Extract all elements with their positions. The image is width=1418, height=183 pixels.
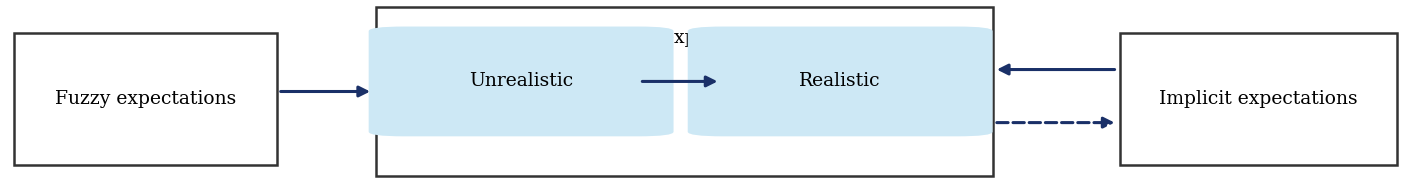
Text: Fuzzy expectations: Fuzzy expectations [55, 90, 235, 108]
FancyBboxPatch shape [14, 33, 277, 165]
Text: Explicit expectations: Explicit expectations [586, 29, 783, 47]
FancyBboxPatch shape [376, 7, 993, 176]
Text: Realistic: Realistic [800, 72, 881, 90]
FancyBboxPatch shape [1120, 33, 1397, 165]
Text: Implicit expectations: Implicit expectations [1159, 90, 1358, 108]
Text: Unrealistic: Unrealistic [469, 72, 573, 90]
FancyBboxPatch shape [688, 27, 993, 136]
FancyBboxPatch shape [369, 27, 674, 136]
